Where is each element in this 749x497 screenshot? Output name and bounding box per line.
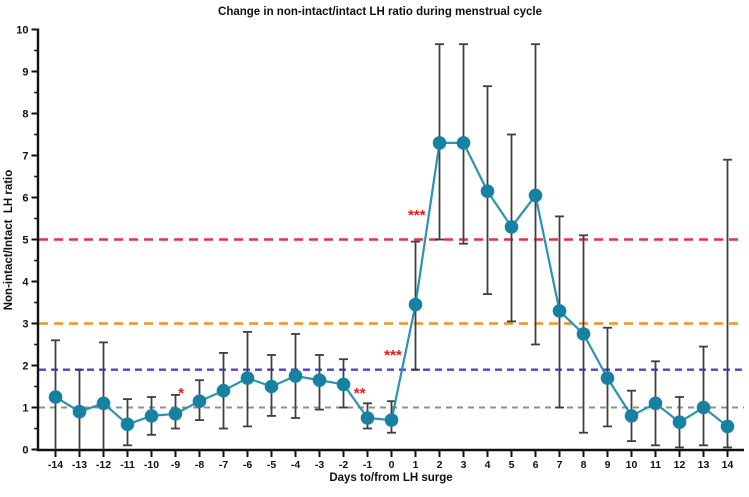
y-tick-label: 2 <box>22 361 28 373</box>
data-point <box>528 188 543 203</box>
data-point <box>360 411 375 425</box>
x-tick-label: 8 <box>581 459 587 471</box>
y-tick-label: 1 <box>22 403 28 415</box>
data-point <box>144 409 159 423</box>
data-point <box>384 413 399 427</box>
x-tick-label: -13 <box>72 459 87 471</box>
data-point <box>648 396 663 411</box>
x-tick-label: 13 <box>698 459 710 471</box>
data-point <box>480 184 495 198</box>
data-point <box>48 390 63 404</box>
x-tick-label: 10 <box>626 459 638 471</box>
x-tick-label: -12 <box>96 459 111 471</box>
data-point <box>168 407 183 421</box>
data-point <box>192 394 207 409</box>
x-tick-label: 3 <box>461 459 467 471</box>
data-point <box>600 371 615 385</box>
data-point <box>432 136 447 150</box>
significance-marker: *** <box>384 347 402 364</box>
x-tick-label: 7 <box>557 459 563 471</box>
x-tick-label: 4 <box>485 459 491 471</box>
x-tick-label: -6 <box>243 459 252 471</box>
data-point <box>72 404 87 419</box>
data-point <box>336 377 351 392</box>
y-tick-label: 10 <box>16 25 28 37</box>
x-tick-label: 2 <box>437 459 443 471</box>
x-tick-label: -1 <box>363 459 372 471</box>
data-point <box>672 415 687 430</box>
significance-marker: * <box>178 385 184 402</box>
significance-marker: ** <box>354 385 366 402</box>
chart-title: Change in non-intact/intact LH ratio dur… <box>218 6 542 18</box>
data-point <box>456 136 471 150</box>
x-tick-label: -4 <box>291 459 300 471</box>
x-tick-label: -9 <box>171 459 180 471</box>
series-line <box>54 141 729 428</box>
significance-marker: *** <box>408 207 426 224</box>
x-tick-label: 6 <box>533 459 539 471</box>
y-tick-label: 6 <box>22 193 28 205</box>
x-tick-label: 12 <box>674 459 686 471</box>
y-tick-label: 3 <box>22 319 28 331</box>
x-tick-label: -11 <box>120 459 135 471</box>
x-tick-label: -8 <box>195 459 204 471</box>
y-tick-label: 8 <box>22 109 28 121</box>
x-tick-label: 1 <box>413 459 419 471</box>
y-tick-label: 0 <box>22 445 28 457</box>
data-point <box>576 327 591 341</box>
y-tick-label: 9 <box>22 67 28 79</box>
x-tick-label: 5 <box>509 459 515 471</box>
y-tick-label: 4 <box>22 277 29 289</box>
x-axis-title: Days to/from LH surge <box>329 472 452 484</box>
data-point <box>720 419 735 434</box>
data-point <box>504 220 519 234</box>
data-point <box>96 396 111 411</box>
data-point <box>312 373 327 388</box>
data-point <box>120 417 135 432</box>
data-point <box>216 383 231 398</box>
x-tick-label: 11 <box>650 459 661 471</box>
x-tick-label: -14 <box>48 459 63 471</box>
x-tick-label: -2 <box>339 459 348 471</box>
data-point <box>240 371 255 385</box>
x-tick-label: -5 <box>267 459 276 471</box>
data-point <box>696 400 711 415</box>
x-tick-label: -3 <box>315 459 324 471</box>
x-tick-label: -7 <box>219 459 228 471</box>
data-point <box>408 297 423 312</box>
y-axis-title: Non-intact/Intact LH ratio <box>3 170 15 311</box>
x-tick-label: 0 <box>389 459 395 471</box>
y-tick-label: 7 <box>22 151 28 163</box>
data-point <box>624 409 639 423</box>
y-tick-label: 5 <box>22 235 28 247</box>
data-point <box>264 379 279 394</box>
x-tick-label: 14 <box>722 459 734 471</box>
x-tick-label: -10 <box>144 459 159 471</box>
data-point <box>552 304 567 318</box>
x-tick-label: 9 <box>605 459 611 471</box>
data-point <box>288 369 303 383</box>
